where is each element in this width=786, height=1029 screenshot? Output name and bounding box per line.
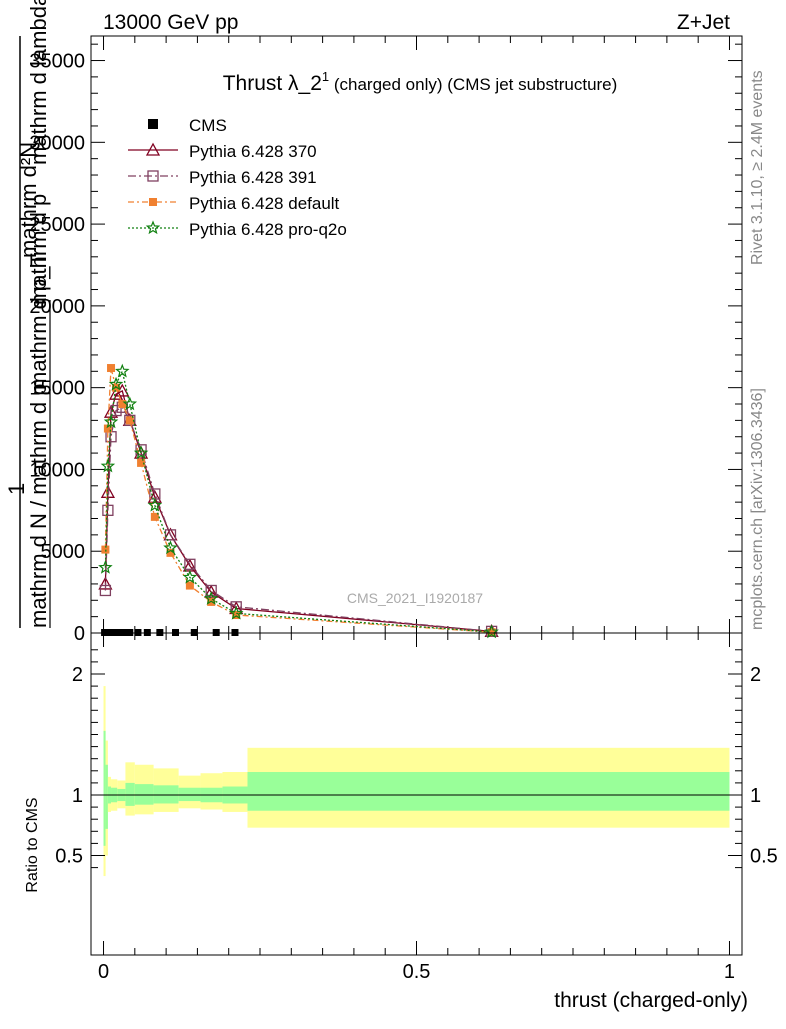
main-ylabel: mathrm d²N mathrm d p mathrm d lambda 1 … [4, 0, 51, 628]
marker-star [182, 569, 198, 584]
marker-filled-square [101, 545, 110, 554]
header-right: Z+Jet [677, 11, 730, 34]
y-tick-label: 0 [74, 623, 85, 645]
marker-star [100, 458, 116, 473]
marker-star [98, 559, 113, 574]
marker-filled-square [166, 548, 175, 557]
marker-star [203, 591, 219, 605]
ratio-y-label-right: 2 [750, 664, 761, 686]
ratio-y-label-left: 2 [72, 664, 83, 686]
ratio-band-green [178, 787, 201, 802]
ylabel-part-2: mathrm d lambda [26, 0, 51, 165]
y-tick-label: 30000 [29, 132, 85, 154]
marker-triangle [100, 484, 115, 498]
marker-star [115, 363, 130, 378]
ylabel-part-3: 1 [4, 483, 29, 495]
legend-marker-cms [148, 119, 158, 129]
legend-label-2: Pythia 6.428 default [189, 194, 340, 213]
marker-square [135, 444, 147, 456]
ratio-band-green [247, 772, 730, 811]
ratio-band-green [134, 784, 154, 805]
plot-title: Thrust λ_21 (charged only) (CMS jet subs… [223, 69, 618, 95]
legend-label-3: Pythia 6.428 pro-q2o [189, 220, 347, 239]
main-ticks: 0 5000 10000 15000 20000 25000 30000 35000 [29, 36, 742, 645]
ratio-band-green [125, 782, 135, 806]
title-main: Thrust λ_2 [223, 72, 322, 95]
x-tick-label: 0 [98, 961, 109, 983]
marker-square [164, 529, 177, 541]
header-left: 13000 GeV pp [103, 11, 238, 34]
ratio-ylabel: Ratio to CMS [24, 797, 41, 892]
marker-triangle [147, 489, 162, 503]
marker-filled-square [150, 512, 159, 521]
series-line-3 [104, 369, 492, 633]
y-tick-label: 20000 [29, 296, 85, 318]
marker-square [99, 584, 112, 597]
rivet-label: Rivet 3.1.10, ≥ 2.4M events [749, 70, 766, 265]
ratio-y-label-right: 0.5 [750, 846, 778, 868]
main-series [98, 363, 499, 639]
ratio-band-green [103, 730, 106, 846]
marker-triangle [204, 584, 219, 598]
x-tick-label: 1 [724, 961, 735, 983]
ratio-band-green [105, 764, 108, 829]
legend-label-0: Pythia 6.428 370 [189, 142, 317, 161]
marker-square [102, 504, 114, 516]
legend: CMS Pythia 6.428 370 Pythia 6.428 391 Pythi… [128, 116, 347, 239]
marker-star [163, 540, 178, 555]
y-tick-label: 10000 [29, 459, 85, 481]
y-tick-label: 35000 [29, 51, 85, 73]
marker-filled-square [137, 458, 146, 467]
main-panel: 0 5000 10000 15000 20000 25000 30000 35000 CMS_… [29, 35, 743, 645]
ratio-panel: 0.5 0.5 1 1 2 2 0 0.5 1 Ratio to CMS thrust (cha… [24, 632, 778, 1012]
ratio-band-green [153, 785, 179, 804]
marker-star [133, 445, 149, 460]
ratio-y-label-left: 0.5 [55, 846, 83, 868]
marker-square [110, 404, 122, 417]
marker-star [228, 605, 244, 620]
marker-square [205, 584, 217, 597]
x-axis-label: thrust (charged-only) [554, 989, 748, 1012]
title-sup: 1 [322, 69, 329, 84]
watermark: CMS_2021_I1920187 [347, 590, 483, 606]
y-tick-label: 15000 [29, 378, 85, 400]
legend-label-cms: CMS [189, 116, 227, 135]
marker-star [122, 396, 138, 411]
marker-filled-square [125, 416, 134, 425]
marker-star [145, 220, 161, 235]
ylabel-part-1: mathrm d p [26, 194, 51, 305]
ylabel-part-4: mathrm d N / mathrm d p [26, 383, 51, 628]
marker-filled-square [232, 611, 241, 620]
ylabel-part-5: mathrm d p_T [26, 253, 51, 390]
marker-square [124, 414, 136, 427]
marker-filled-square [103, 424, 112, 433]
marker-square [147, 170, 159, 182]
title-rest: (charged only) (CMS jet substructure) [329, 75, 617, 94]
marker-filled-square [185, 581, 194, 590]
ratio-ticks: 0.5 0.5 1 1 2 2 0 0.5 1 [55, 633, 778, 983]
marker-filled-square [487, 628, 496, 637]
series-3 [98, 363, 499, 639]
y-tick-label: 25000 [29, 214, 85, 236]
marker-star [147, 497, 163, 512]
marker-triangle [108, 386, 124, 400]
marker-star [108, 376, 124, 391]
marker-star [103, 414, 119, 429]
marker-star [484, 624, 499, 639]
ratio-y-label-right: 1 [750, 785, 761, 807]
marker-triangle [145, 142, 161, 156]
marker-square [184, 558, 196, 570]
ratio-bands [103, 686, 730, 877]
x-tick-label: 0.5 [403, 961, 431, 983]
ratio-y-label-left: 1 [72, 785, 83, 807]
marker-filled-square [118, 400, 127, 409]
marker-filled-square [149, 198, 157, 206]
legend-label-1: Pythia 6.428 391 [189, 168, 317, 187]
y-tick-label: 5000 [41, 541, 86, 563]
series-1 [99, 401, 498, 638]
mcplots-label: mcplots.cern.ch [arXiv:1306.3436] [749, 388, 766, 630]
marker-filled-square [107, 364, 116, 373]
